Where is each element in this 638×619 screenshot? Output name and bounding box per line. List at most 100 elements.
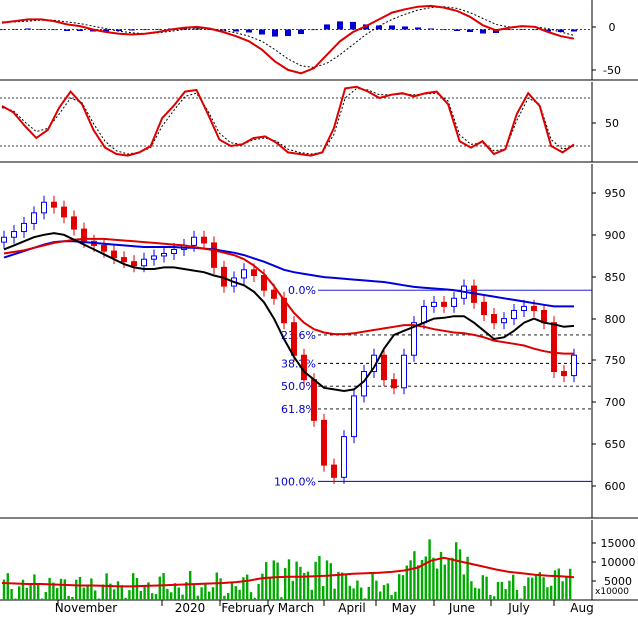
volume-bar <box>116 581 120 600</box>
price-tick-label: 600 <box>605 480 626 493</box>
x-axis-month-label: February <box>221 601 274 615</box>
volume-bar <box>534 574 538 600</box>
volume-bar <box>272 560 275 600</box>
macd-histogram-bar <box>129 29 135 31</box>
volume-bar <box>466 556 469 600</box>
price-candle-body <box>481 301 487 316</box>
macd-histogram-bar <box>142 29 148 31</box>
volume-bar <box>215 572 218 600</box>
macd-histogram-bar <box>545 29 551 32</box>
volume-bar <box>318 555 321 600</box>
fibonacci-level-label: 50.0% <box>281 380 316 393</box>
volume-bar <box>238 589 241 600</box>
price-candle-body <box>51 201 57 208</box>
volume-bar <box>550 585 553 600</box>
volume-bar <box>154 594 158 600</box>
volume-bar <box>306 571 310 600</box>
price-candle-body <box>21 222 27 233</box>
volume-bar <box>124 597 127 600</box>
volume-bar <box>299 566 302 600</box>
price-tick-label: 750 <box>605 354 626 367</box>
volume-bar <box>189 570 192 600</box>
volume-bar <box>173 583 177 600</box>
price-candle-body <box>441 301 447 307</box>
macd-histogram-bar <box>519 28 525 30</box>
volume-bar <box>162 573 165 600</box>
macd-line <box>1 4 575 75</box>
volume-bar <box>363 598 367 600</box>
volume-tick-label: 10000 <box>601 556 636 569</box>
macd-histogram-bar <box>402 26 408 30</box>
volume-bar <box>569 568 572 600</box>
macd-histogram-bar <box>558 29 564 32</box>
volume-bar <box>223 595 226 600</box>
volume-bar <box>322 585 325 600</box>
price-candle-body <box>551 322 557 373</box>
volume-bar <box>386 583 389 600</box>
price-candle-body <box>121 257 127 263</box>
volume-bar <box>314 561 317 600</box>
volume-bar <box>120 585 123 600</box>
macd-histogram-bar <box>12 28 18 30</box>
volume-bar <box>443 564 446 600</box>
volume-bar <box>413 551 416 600</box>
price-candle-body <box>271 289 277 299</box>
price-candle-body <box>11 231 17 238</box>
volume-bar <box>192 583 196 600</box>
x-axis-month-label: 2020 <box>175 601 206 615</box>
volume-bar <box>143 586 146 600</box>
volume-bar <box>109 583 112 600</box>
macd-histogram-bar <box>337 21 343 30</box>
volume-bar <box>90 578 93 600</box>
volume-bar <box>135 578 139 600</box>
volume-bar <box>481 575 484 600</box>
price-candle-body <box>431 301 437 307</box>
volume-bar <box>200 587 203 600</box>
x-axis-month-label: June <box>448 601 475 615</box>
volume-bar <box>432 557 435 600</box>
volume-bar <box>489 594 492 600</box>
price-candle-body <box>571 354 577 377</box>
volume-bar <box>458 549 462 600</box>
volume-bar <box>553 570 557 600</box>
volume-bar <box>367 586 370 600</box>
volume-bar <box>546 587 549 600</box>
volume-bar <box>6 573 9 600</box>
volume-tick-label: 5000 <box>604 575 632 588</box>
volume-bar <box>196 595 199 600</box>
volume-bar <box>561 581 564 600</box>
volume-bar <box>181 594 184 600</box>
price-candle-body <box>491 314 497 324</box>
volume-bar <box>67 595 70 600</box>
volume-bar <box>2 579 6 600</box>
volume-bar <box>439 552 443 600</box>
macd-histogram-bar <box>285 29 291 37</box>
volume-bar <box>158 576 161 600</box>
price-candle-body <box>381 354 387 381</box>
price-candle-body <box>331 464 337 478</box>
volume-bar <box>409 560 412 600</box>
fibonacci-level-label: 0.0% <box>288 284 316 297</box>
price-candle-body <box>131 261 137 267</box>
price-candle-body <box>401 354 407 389</box>
volume-bar <box>139 590 142 600</box>
volume-bar <box>59 578 63 600</box>
macd-histogram-bar <box>389 25 395 30</box>
price-candle-body <box>411 322 417 356</box>
volume-bar <box>382 585 386 600</box>
volume-bar <box>21 579 25 600</box>
volume-bar <box>310 589 313 600</box>
volume-bar <box>348 585 351 600</box>
price-candle-body <box>261 274 267 291</box>
x-axis-month-label: November <box>55 601 117 615</box>
volume-bar <box>29 585 32 600</box>
volume-bar <box>37 583 40 600</box>
price-candle-body <box>351 395 357 438</box>
volume-bar <box>333 588 336 600</box>
price-candle-body <box>171 248 177 255</box>
volume-bar <box>48 577 51 600</box>
price-candle-body <box>511 309 517 320</box>
volume-bar <box>147 582 150 600</box>
volume-bar <box>504 589 507 600</box>
macd-histogram-bar <box>571 29 577 32</box>
